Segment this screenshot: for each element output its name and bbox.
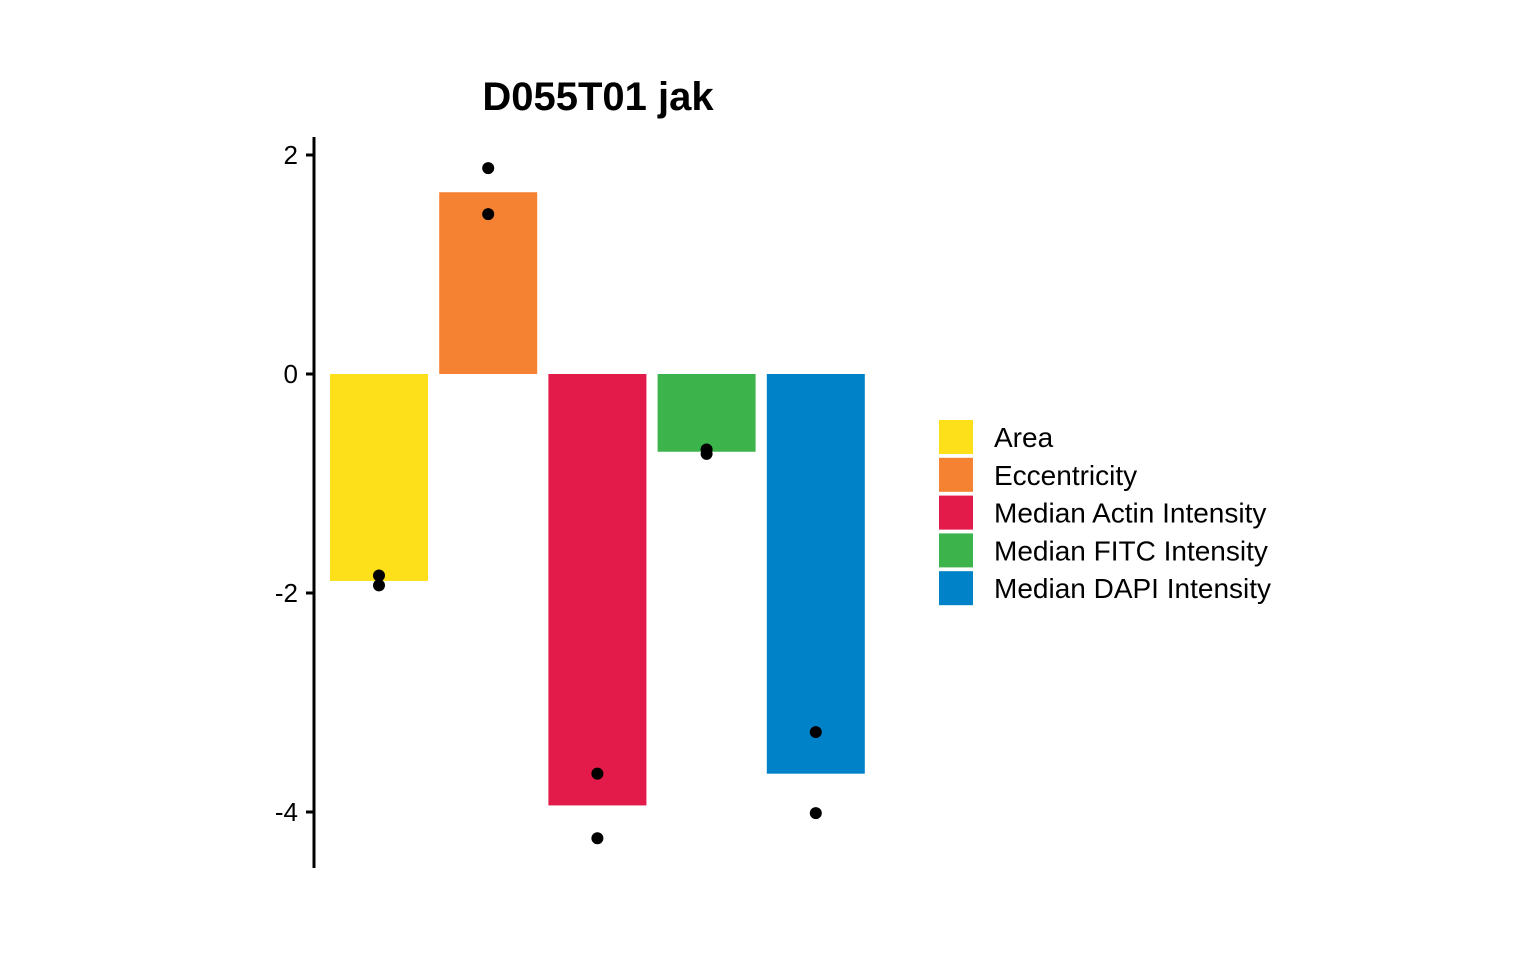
bar-eccentricity xyxy=(439,192,538,374)
legend-swatch xyxy=(939,495,973,530)
data-point xyxy=(373,569,385,582)
y-axis: 2 0 -2 -4 xyxy=(275,137,316,868)
y-tick-label: -2 xyxy=(275,578,298,608)
legend-swatch xyxy=(939,420,973,454)
legend-label: Median DAPI Intensity xyxy=(994,573,1271,604)
data-point xyxy=(591,767,604,780)
chart-title: D055T01 jak xyxy=(482,75,714,119)
legend-label: Median FITC Intensity xyxy=(994,535,1268,566)
data-point xyxy=(809,807,822,820)
legend-label: Eccentricity xyxy=(994,460,1137,491)
bars xyxy=(330,192,865,806)
y-tick-label: -4 xyxy=(275,797,298,827)
legend-label: Area xyxy=(994,422,1054,453)
bar-median-dapi-intensity xyxy=(766,374,865,774)
bar-median-fitc-intensity xyxy=(657,374,756,452)
data-point xyxy=(809,726,822,739)
legend-swatch xyxy=(939,457,973,492)
legend-label: Median Actin Intensity xyxy=(994,498,1266,529)
y-tick-label: 0 xyxy=(284,359,298,389)
legend: Area Eccentricity Median Actin Intensity Me… xyxy=(939,420,1271,606)
bar-median-actin-intensity xyxy=(548,374,647,806)
data-point xyxy=(591,832,604,845)
data-point xyxy=(700,447,713,460)
legend-swatch xyxy=(939,533,973,568)
y-tick-label: 2 xyxy=(284,140,298,170)
legend-swatch xyxy=(939,571,973,606)
data-points xyxy=(373,162,822,845)
data-point xyxy=(482,208,495,221)
bar-area xyxy=(330,374,428,581)
data-point xyxy=(482,162,495,175)
data-point xyxy=(373,579,385,592)
